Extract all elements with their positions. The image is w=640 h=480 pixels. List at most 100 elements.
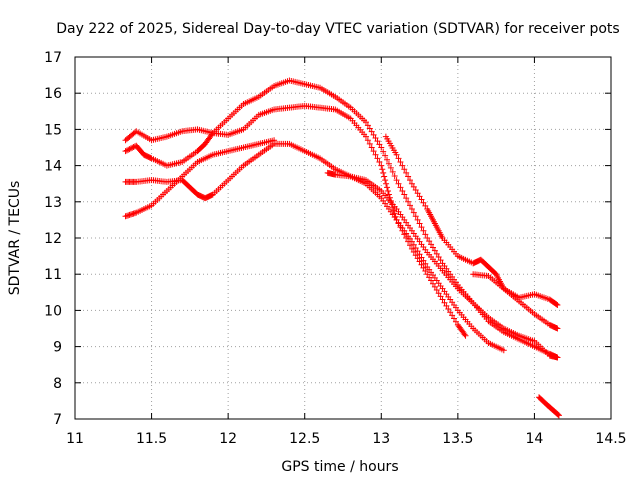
data-point bbox=[123, 147, 130, 154]
data-point bbox=[410, 183, 417, 190]
data-point bbox=[387, 164, 394, 171]
data-point bbox=[462, 332, 469, 339]
data-point bbox=[395, 180, 402, 187]
data-point bbox=[554, 354, 561, 361]
data-point bbox=[126, 146, 133, 153]
data-point bbox=[435, 254, 442, 261]
data-point bbox=[554, 301, 561, 308]
data-point bbox=[437, 257, 444, 264]
data-point bbox=[433, 287, 440, 294]
data-point bbox=[399, 162, 406, 169]
x-tick-label: 12.5 bbox=[289, 431, 320, 447]
data-point bbox=[393, 151, 400, 158]
data-point bbox=[445, 306, 452, 313]
data-point bbox=[405, 173, 412, 180]
data-point bbox=[418, 224, 425, 231]
data-point bbox=[422, 202, 429, 209]
data-point bbox=[384, 184, 391, 191]
data-point bbox=[418, 196, 425, 203]
data-point bbox=[374, 138, 381, 145]
data-point bbox=[390, 207, 397, 214]
data-point bbox=[437, 293, 444, 300]
data-point bbox=[443, 302, 450, 309]
data-point bbox=[410, 241, 417, 248]
data-point bbox=[420, 264, 427, 271]
x-tick-labels: 11 11.5 12 12.5 13 13.5 14 14.5 bbox=[66, 431, 627, 447]
data-point bbox=[362, 133, 369, 140]
y-tick-label: 17 bbox=[44, 50, 62, 66]
data-point bbox=[412, 213, 419, 220]
data-point bbox=[381, 173, 388, 180]
series-track-6 bbox=[382, 133, 561, 308]
data-point bbox=[399, 187, 406, 194]
data-point bbox=[382, 177, 389, 184]
data-point bbox=[418, 261, 425, 268]
y-tick-label: 10 bbox=[44, 303, 62, 319]
data-point bbox=[555, 411, 562, 418]
data-point bbox=[426, 274, 433, 281]
data-point bbox=[433, 250, 440, 257]
data-point bbox=[127, 145, 134, 152]
y-tick-label: 7 bbox=[53, 412, 62, 428]
data-point bbox=[271, 137, 278, 144]
data-point bbox=[368, 128, 375, 135]
data-point bbox=[389, 168, 396, 175]
y-tick-label: 8 bbox=[53, 376, 62, 392]
series-track-5 bbox=[324, 169, 561, 361]
data-point bbox=[397, 184, 404, 191]
data-point bbox=[372, 151, 379, 158]
data-point bbox=[431, 247, 438, 254]
data-point bbox=[500, 347, 507, 354]
series-track-7 bbox=[470, 271, 561, 332]
data-point bbox=[553, 301, 560, 308]
data-point bbox=[422, 268, 429, 275]
y-tick-labels: 7 8 9 10 11 12 13 14 15 16 17 bbox=[44, 50, 62, 428]
data-point bbox=[435, 290, 442, 297]
data-point bbox=[378, 162, 385, 169]
data-point bbox=[366, 140, 373, 147]
data-point bbox=[364, 122, 371, 129]
x-tick-label: 11.5 bbox=[136, 431, 167, 447]
data-point bbox=[416, 220, 423, 227]
data-point bbox=[428, 241, 435, 248]
data-point bbox=[422, 260, 429, 267]
data-point bbox=[449, 312, 456, 319]
data-point bbox=[405, 198, 412, 205]
y-tick-label: 13 bbox=[44, 195, 62, 211]
data-point bbox=[383, 180, 390, 187]
data-point bbox=[376, 141, 383, 148]
data-point bbox=[407, 202, 413, 209]
data-point bbox=[414, 190, 421, 197]
data-point bbox=[410, 209, 417, 216]
data-point bbox=[416, 193, 423, 200]
y-tick-label: 15 bbox=[44, 122, 62, 138]
data-point bbox=[428, 277, 435, 284]
data-point bbox=[401, 191, 408, 198]
data-point bbox=[122, 148, 129, 155]
x-axis-title: GPS time / hours bbox=[281, 459, 398, 475]
data-point bbox=[424, 235, 431, 241]
data-point bbox=[393, 177, 400, 184]
data-point bbox=[414, 216, 421, 223]
data-point bbox=[416, 251, 423, 258]
data-point bbox=[420, 257, 427, 264]
y-tick-label: 14 bbox=[44, 159, 62, 175]
series-track-2 bbox=[122, 77, 561, 361]
y-tick-label: 11 bbox=[44, 267, 62, 283]
data-point bbox=[555, 412, 562, 419]
data-point bbox=[385, 191, 392, 198]
series-track-1 bbox=[122, 102, 469, 339]
data-point bbox=[395, 155, 402, 162]
data-point bbox=[380, 169, 387, 176]
data-point bbox=[420, 199, 427, 206]
x-tick-label: 13 bbox=[372, 431, 390, 447]
data-point bbox=[408, 238, 415, 245]
data-point bbox=[429, 244, 436, 251]
data-point bbox=[407, 177, 413, 184]
data-marks bbox=[122, 77, 562, 419]
data-point bbox=[384, 187, 391, 194]
data-point bbox=[431, 283, 438, 290]
data-point bbox=[408, 180, 415, 187]
x-tick-label: 14.5 bbox=[595, 431, 626, 447]
